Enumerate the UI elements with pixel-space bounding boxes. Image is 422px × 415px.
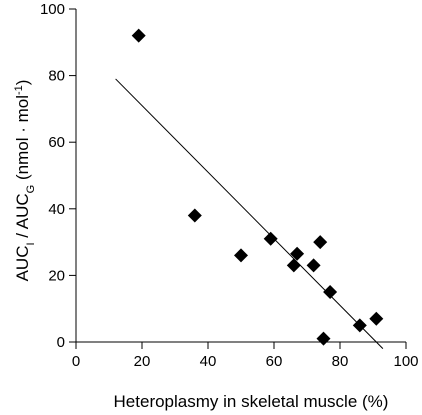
data-point	[313, 235, 328, 250]
data-point	[131, 28, 146, 43]
data-point	[323, 285, 338, 300]
data-point	[306, 258, 321, 273]
data-point	[234, 248, 248, 263]
trendline	[115, 78, 384, 350]
x-axis-title: Heteroplasmy in skeletal muscle (%)	[114, 392, 389, 411]
data-point	[316, 331, 331, 346]
y-tick-label: 0	[57, 334, 65, 351]
data-point	[369, 311, 384, 326]
data-point	[286, 258, 301, 273]
y-axis-title-unit-open: (nmol · mol	[13, 95, 32, 185]
data-points	[131, 28, 384, 346]
axes	[75, 9, 406, 343]
data-point	[263, 231, 278, 246]
y-tick-label: 40	[48, 201, 65, 218]
y-tick-label: 60	[48, 134, 65, 151]
data-point	[290, 246, 305, 261]
trendline-group	[115, 78, 384, 350]
x-tick-label: 40	[200, 353, 217, 370]
x-tick-label: 20	[134, 353, 151, 370]
x-tick-label: 80	[332, 353, 349, 370]
y-axis-title-mid: / AUC	[13, 193, 32, 242]
y-tick-label: 80	[48, 68, 65, 85]
y-axis-title-unit-close: )	[13, 80, 32, 86]
y-axis-title-prefix: AUC	[13, 246, 32, 282]
y-tick-label: 20	[48, 267, 65, 284]
data-point	[187, 208, 202, 223]
x-tick-label: 0	[72, 353, 80, 370]
y-axis-title-sup: -1	[13, 85, 25, 95]
ticks: 0 20 40 60 80 100 0 20 40 60 80 100	[40, 1, 419, 370]
x-tick-label: 60	[266, 353, 283, 370]
y-tick-label: 100	[40, 1, 65, 18]
y-axis-title-sub2: G	[25, 185, 37, 194]
data-point	[352, 318, 367, 333]
y-axis-title-sub1: I	[25, 242, 37, 245]
y-axis-title: AUCI / AUCG (nmol · mol-1)	[13, 80, 37, 282]
x-tick-label: 100	[393, 353, 418, 370]
